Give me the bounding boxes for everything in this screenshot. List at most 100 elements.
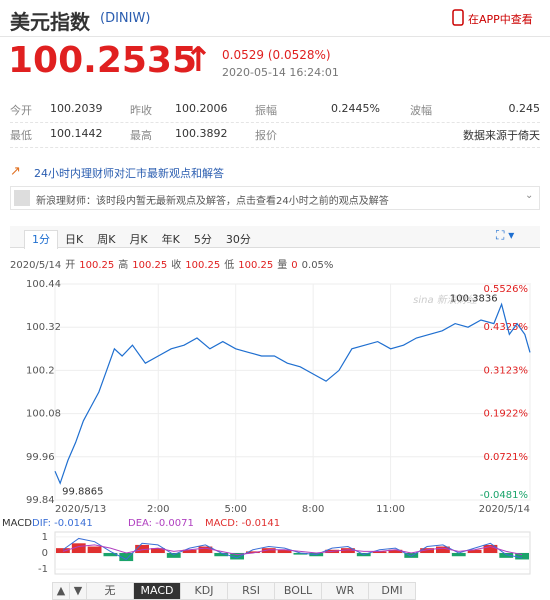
- bottom-tab[interactable]: WR: [321, 582, 369, 600]
- stat-label: 最低: [10, 129, 32, 142]
- bottom-tab[interactable]: ▲: [52, 582, 70, 600]
- macd-bar: [198, 546, 213, 553]
- y-tick-label: 100.32: [26, 322, 61, 333]
- macd-bar: [515, 553, 529, 560]
- tab-bar: [10, 226, 540, 248]
- y-tick-label: 99.96: [26, 452, 55, 463]
- macd-title: MACD: [2, 518, 32, 529]
- info-item: 100.25: [185, 260, 221, 271]
- x-tick-label: 2020/5/14: [479, 504, 530, 515]
- stat-value: 100.2006: [175, 102, 228, 115]
- x-tick-label: 11:00: [376, 504, 405, 515]
- y-tick-label: 100.44: [26, 279, 61, 290]
- tab[interactable]: 日K: [65, 233, 84, 246]
- avatar: [14, 190, 30, 206]
- info-item: 高: [118, 260, 129, 271]
- plot-frame: [54, 283, 531, 501]
- stat-label: 今开: [10, 104, 32, 117]
- x-tick-label: 5:00: [224, 504, 246, 515]
- macd-bar: [293, 553, 308, 555]
- macd-bar: [103, 553, 118, 557]
- news-icon: ↗: [10, 164, 21, 179]
- row-line: [10, 147, 540, 148]
- macd-bar: [135, 544, 149, 553]
- macd-bar: [436, 546, 450, 553]
- y-tick-label: 100.2: [26, 365, 55, 376]
- bottom-tab[interactable]: ▼: [69, 582, 87, 600]
- macd-tick-label: 0: [42, 548, 48, 559]
- y2-tick-label: 0.0721%: [484, 452, 529, 463]
- stat-value: 0.2445%: [331, 102, 380, 115]
- macd-label: DIF: -0.0141: [32, 518, 93, 529]
- macd-bar: [119, 553, 134, 562]
- time: 2020-05-14 16:24:01: [222, 66, 339, 79]
- macd-bar: [467, 549, 482, 553]
- tab[interactable]: 1分: [24, 230, 58, 249]
- bottom-tab[interactable]: RSI: [227, 582, 275, 600]
- news-box[interactable]: [10, 186, 540, 210]
- stat-label: 报价: [255, 129, 277, 142]
- tab[interactable]: 5分: [193, 233, 212, 246]
- info-item: 开: [65, 260, 76, 271]
- bottom-tab[interactable]: 无: [86, 582, 134, 600]
- bottom-tab[interactable]: BOLL: [274, 582, 322, 600]
- info-item: 收: [171, 260, 182, 271]
- macd-tick-label: -1: [38, 564, 48, 575]
- bottom-tab[interactable]: DMI: [368, 582, 416, 600]
- stat-value: 100.2039: [50, 102, 103, 115]
- tab-icons[interactable]: ⛶ ▾: [496, 228, 515, 242]
- y-tick-label: 100.08: [26, 409, 61, 420]
- app-link[interactable]: 在APP中查看: [468, 13, 533, 26]
- expand[interactable]: ⌄: [525, 190, 534, 201]
- macd-bar: [404, 553, 419, 558]
- macd-bar: [372, 551, 387, 553]
- stat-label: 昨收: [130, 104, 152, 117]
- y-tick-label: 99.84: [26, 495, 55, 506]
- row-line: [10, 122, 540, 123]
- tab[interactable]: 年K: [161, 233, 180, 246]
- code: (DINIW): [100, 11, 151, 26]
- x-tick-label: 2020/5/13: [55, 504, 106, 515]
- stat-value: 100.3892: [175, 127, 228, 140]
- x-tick-label: 8:00: [302, 504, 324, 515]
- stat-label: 最高: [130, 129, 152, 142]
- info-item: 量: [277, 260, 288, 271]
- macd-bar: [261, 548, 276, 553]
- bottom-tab[interactable]: MACD: [133, 582, 181, 600]
- macd-bar: [214, 553, 229, 557]
- tab[interactable]: 月K: [129, 233, 148, 246]
- macd-label: MACD: -0.0141: [205, 518, 280, 529]
- tabs: 1分 日K 周K 月K 年K 5分 30分: [24, 228, 258, 249]
- news-item[interactable]: 新浪理财师：该时段内暂无最新观点及解答，点击查看24小时之前的观点及解答: [36, 196, 389, 207]
- arrow: ↑: [184, 40, 213, 80]
- macd-bar: [56, 548, 70, 553]
- y2-tick-label: -0.0481%: [480, 490, 528, 501]
- macd-bar: [277, 549, 292, 553]
- phone-icon: [452, 9, 464, 26]
- info-item: 100.25: [238, 260, 274, 271]
- info-item: 低: [224, 260, 235, 271]
- x-tick-label: 2:00: [147, 504, 169, 515]
- info-line: 2020/5/14 开 100.25 高 100.25 收 100.25 低 100.25 量 0 0…: [10, 256, 337, 271]
- stat-value: 100.1442: [50, 127, 103, 140]
- divider: [0, 36, 550, 37]
- stat-value: 0.245: [508, 102, 541, 115]
- y2-tick-label: 0.1922%: [484, 409, 529, 420]
- change-value: 0.0529: [222, 48, 264, 62]
- macd-bar: [87, 546, 102, 553]
- info-item: 100.25: [132, 260, 168, 271]
- change-pct: (0.0528%): [267, 48, 331, 62]
- news-title[interactable]: 24小时内理财师对汇市最新观点和解答: [34, 167, 224, 180]
- y2-tick-label: 0.5526%: [484, 284, 529, 295]
- change: 0.0529 (0.0528%): [222, 48, 331, 62]
- macd-bar: [420, 548, 434, 553]
- bottom-tab[interactable]: KDJ: [180, 582, 228, 600]
- macd-bar: [151, 548, 165, 553]
- macd-bar: [451, 553, 466, 557]
- tab[interactable]: 周K: [97, 233, 116, 246]
- macd-bar: [246, 551, 260, 553]
- macd-bar: [499, 553, 514, 558]
- tab[interactable]: 30分: [225, 233, 251, 246]
- title: 美元指数: [10, 10, 90, 34]
